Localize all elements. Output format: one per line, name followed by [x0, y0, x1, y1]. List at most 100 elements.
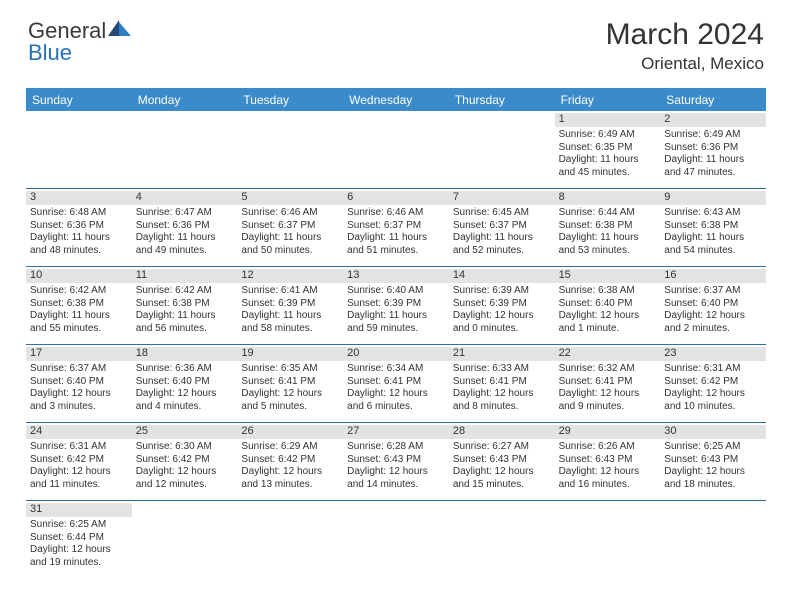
calendar-cell [449, 501, 555, 579]
weekday-header: Monday [132, 88, 238, 111]
daylight-text: Daylight: 12 hours [347, 388, 445, 401]
calendar-cell: 13Sunrise: 6:40 AMSunset: 6:39 PMDayligh… [343, 267, 449, 345]
daylight-text: Daylight: 12 hours [664, 466, 762, 479]
calendar-cell [343, 111, 449, 189]
daylight-text: Daylight: 12 hours [30, 388, 128, 401]
daylight-text: and 15 minutes. [453, 479, 551, 492]
sunset-text: Sunset: 6:41 PM [241, 376, 339, 389]
day-number: 20 [343, 347, 449, 361]
day-number: 31 [26, 503, 132, 517]
sunrise-text: Sunrise: 6:29 AM [241, 441, 339, 454]
daylight-text: Daylight: 11 hours [241, 232, 339, 245]
sunset-text: Sunset: 6:35 PM [559, 142, 657, 155]
day-number: 15 [555, 269, 661, 283]
daylight-text: Daylight: 11 hours [30, 232, 128, 245]
daylight-text: and 49 minutes. [136, 245, 234, 258]
day-number: 4 [132, 191, 238, 205]
calendar-cell: 2Sunrise: 6:49 AMSunset: 6:36 PMDaylight… [660, 111, 766, 189]
sunset-text: Sunset: 6:42 PM [30, 454, 128, 467]
sunset-text: Sunset: 6:37 PM [241, 220, 339, 233]
sunset-text: Sunset: 6:36 PM [30, 220, 128, 233]
day-number: 13 [343, 269, 449, 283]
sunrise-text: Sunrise: 6:42 AM [30, 285, 128, 298]
daylight-text: and 47 minutes. [664, 167, 762, 180]
sunrise-text: Sunrise: 6:31 AM [30, 441, 128, 454]
calendar-cell: 27Sunrise: 6:28 AMSunset: 6:43 PMDayligh… [343, 423, 449, 501]
sunrise-text: Sunrise: 6:48 AM [30, 207, 128, 220]
calendar-cell: 23Sunrise: 6:31 AMSunset: 6:42 PMDayligh… [660, 345, 766, 423]
calendar-cell: 25Sunrise: 6:30 AMSunset: 6:42 PMDayligh… [132, 423, 238, 501]
calendar-cell [132, 111, 238, 189]
sunset-text: Sunset: 6:40 PM [664, 298, 762, 311]
day-number: 22 [555, 347, 661, 361]
sunset-text: Sunset: 6:43 PM [453, 454, 551, 467]
daylight-text: and 12 minutes. [136, 479, 234, 492]
calendar-cell: 31Sunrise: 6:25 AMSunset: 6:44 PMDayligh… [26, 501, 132, 579]
day-number [449, 503, 555, 517]
daylight-text: Daylight: 12 hours [241, 388, 339, 401]
sunset-text: Sunset: 6:39 PM [453, 298, 551, 311]
calendar-cell: 17Sunrise: 6:37 AMSunset: 6:40 PMDayligh… [26, 345, 132, 423]
sunrise-text: Sunrise: 6:47 AM [136, 207, 234, 220]
daylight-text: Daylight: 11 hours [347, 232, 445, 245]
daylight-text: Daylight: 11 hours [136, 310, 234, 323]
daylight-text: and 9 minutes. [559, 401, 657, 414]
day-number: 28 [449, 425, 555, 439]
daylight-text: Daylight: 12 hours [30, 544, 128, 557]
calendar-grid: 1Sunrise: 6:49 AMSunset: 6:35 PMDaylight… [26, 111, 766, 579]
day-number: 19 [237, 347, 343, 361]
day-number: 11 [132, 269, 238, 283]
sunset-text: Sunset: 6:41 PM [559, 376, 657, 389]
daylight-text: and 51 minutes. [347, 245, 445, 258]
daylight-text: Daylight: 12 hours [136, 466, 234, 479]
sunrise-text: Sunrise: 6:40 AM [347, 285, 445, 298]
day-number: 30 [660, 425, 766, 439]
daylight-text: and 50 minutes. [241, 245, 339, 258]
day-number: 1 [555, 113, 661, 127]
calendar-cell: 9Sunrise: 6:43 AMSunset: 6:38 PMDaylight… [660, 189, 766, 267]
sunset-text: Sunset: 6:39 PM [347, 298, 445, 311]
daylight-text: and 45 minutes. [559, 167, 657, 180]
sunset-text: Sunset: 6:41 PM [453, 376, 551, 389]
header: General Blue March 2024 Oriental, Mexico [0, 0, 792, 82]
daylight-text: Daylight: 12 hours [453, 466, 551, 479]
sunrise-text: Sunrise: 6:25 AM [664, 441, 762, 454]
calendar-cell [660, 501, 766, 579]
calendar-cell: 11Sunrise: 6:42 AMSunset: 6:38 PMDayligh… [132, 267, 238, 345]
sunrise-text: Sunrise: 6:42 AM [136, 285, 234, 298]
daylight-text: Daylight: 12 hours [453, 388, 551, 401]
sunset-text: Sunset: 6:42 PM [241, 454, 339, 467]
day-number: 16 [660, 269, 766, 283]
weekday-header: Friday [555, 88, 661, 111]
weekday-header: Saturday [660, 88, 766, 111]
day-number [132, 113, 238, 127]
day-number: 23 [660, 347, 766, 361]
day-number: 29 [555, 425, 661, 439]
sunset-text: Sunset: 6:42 PM [136, 454, 234, 467]
logo-word-2: Blue [28, 40, 72, 65]
daylight-text: Daylight: 12 hours [664, 388, 762, 401]
day-number [660, 503, 766, 517]
daylight-text: Daylight: 12 hours [30, 466, 128, 479]
calendar-cell: 26Sunrise: 6:29 AMSunset: 6:42 PMDayligh… [237, 423, 343, 501]
calendar-cell: 24Sunrise: 6:31 AMSunset: 6:42 PMDayligh… [26, 423, 132, 501]
sail-icon [106, 18, 132, 38]
daylight-text: and 2 minutes. [664, 323, 762, 336]
calendar-cell: 14Sunrise: 6:39 AMSunset: 6:39 PMDayligh… [449, 267, 555, 345]
calendar-cell: 10Sunrise: 6:42 AMSunset: 6:38 PMDayligh… [26, 267, 132, 345]
daylight-text: Daylight: 12 hours [347, 466, 445, 479]
calendar-cell: 19Sunrise: 6:35 AMSunset: 6:41 PMDayligh… [237, 345, 343, 423]
daylight-text: Daylight: 11 hours [664, 154, 762, 167]
sunrise-text: Sunrise: 6:25 AM [30, 519, 128, 532]
sunset-text: Sunset: 6:37 PM [453, 220, 551, 233]
calendar-cell: 12Sunrise: 6:41 AMSunset: 6:39 PMDayligh… [237, 267, 343, 345]
sunrise-text: Sunrise: 6:37 AM [664, 285, 762, 298]
day-number: 14 [449, 269, 555, 283]
daylight-text: and 5 minutes. [241, 401, 339, 414]
calendar-cell: 15Sunrise: 6:38 AMSunset: 6:40 PMDayligh… [555, 267, 661, 345]
sunset-text: Sunset: 6:40 PM [559, 298, 657, 311]
daylight-text: Daylight: 11 hours [559, 232, 657, 245]
calendar-cell: 3Sunrise: 6:48 AMSunset: 6:36 PMDaylight… [26, 189, 132, 267]
sunrise-text: Sunrise: 6:38 AM [559, 285, 657, 298]
sunset-text: Sunset: 6:36 PM [664, 142, 762, 155]
